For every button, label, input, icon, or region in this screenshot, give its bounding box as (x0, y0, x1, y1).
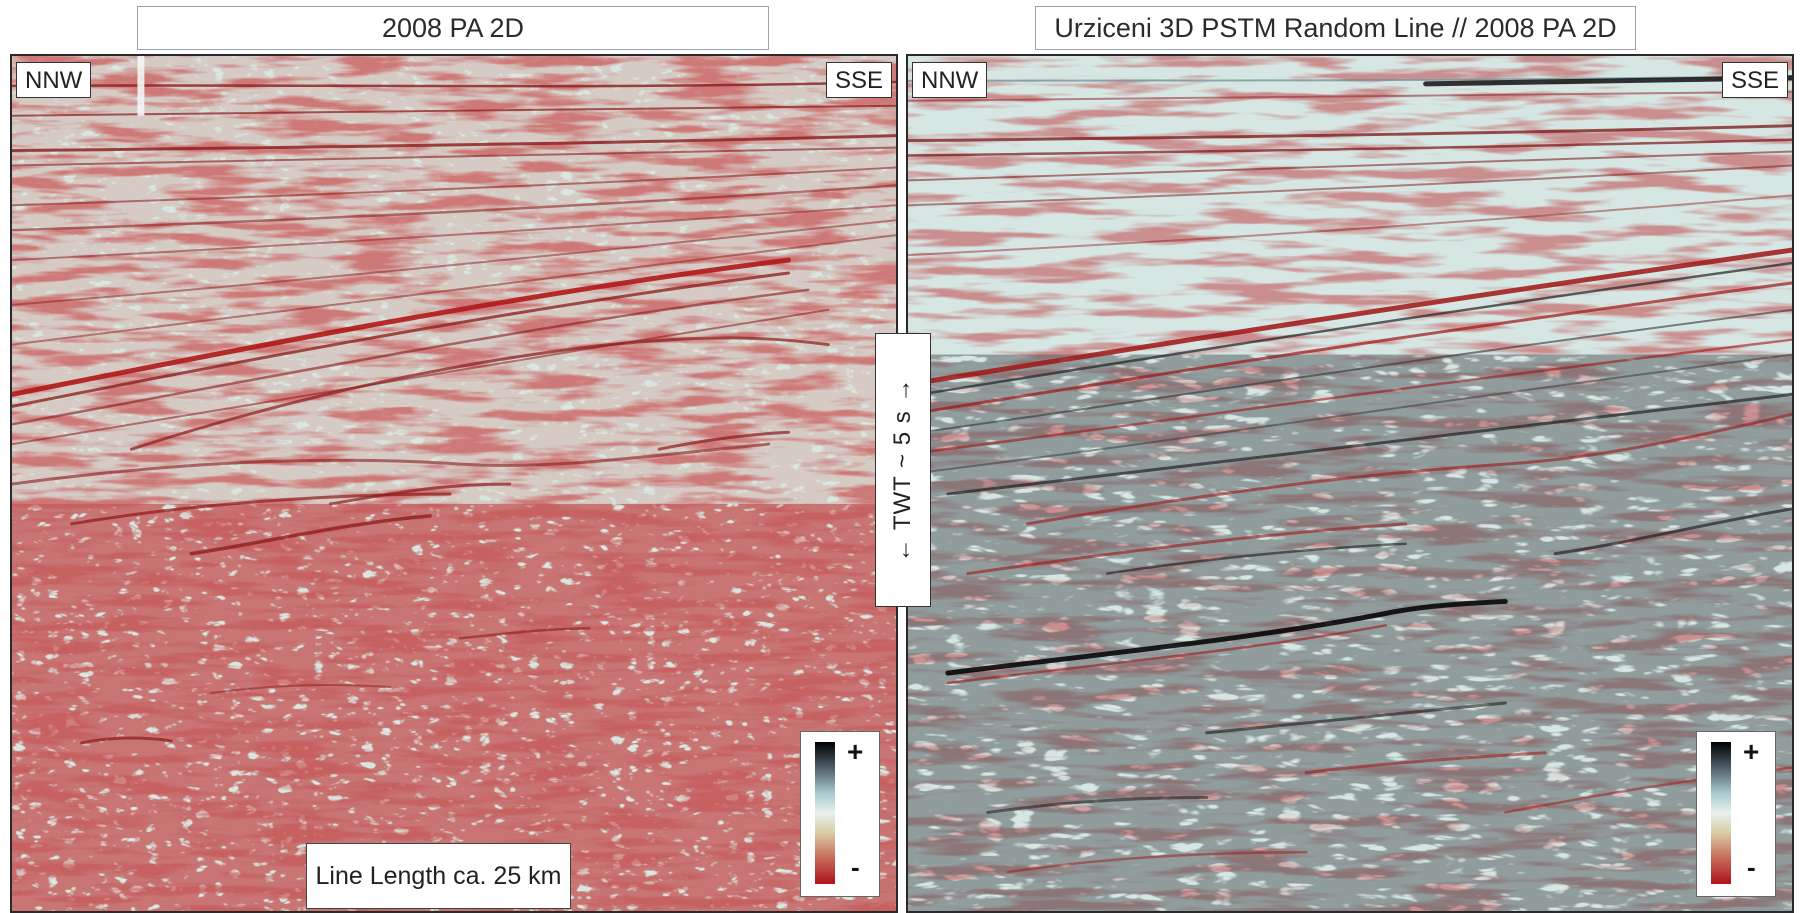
left-amplitude-colorbar (815, 742, 835, 884)
line-length-label: Line Length ca. 25 km (306, 843, 571, 909)
twt-label-box: ← TWT ~ 5 s → (875, 333, 931, 607)
left-panel-title: 2008 PA 2D (137, 6, 769, 50)
right-panel-title: Urziceni 3D PSTM Random Line // 2008 PA … (1035, 6, 1636, 50)
left-panel-sse-label: SSE (825, 62, 892, 98)
left-seismic-section: NNW SSE + - (10, 54, 898, 913)
left-seismic-image (12, 56, 896, 911)
left-panel-nnw-label: NNW (16, 62, 92, 98)
twt-label: ← TWT ~ 5 s → (889, 377, 916, 563)
right-amplitude-scale: + - (1696, 731, 1776, 897)
right-scale-plus-label: + (1743, 736, 1760, 767)
right-scale-minus-label: - (1747, 852, 1756, 882)
right-seismic-image (908, 56, 1792, 911)
right-amplitude-colorbar (1711, 742, 1731, 884)
left-scale-minus-label: - (851, 852, 860, 882)
left-scale-plus-label: + (847, 736, 864, 767)
right-seismic-section: NNW SSE + - (906, 54, 1794, 913)
left-amplitude-scale: + - (800, 731, 880, 897)
right-panel-nnw-label: NNW (912, 62, 988, 98)
right-panel-sse-label: SSE (1721, 62, 1788, 98)
